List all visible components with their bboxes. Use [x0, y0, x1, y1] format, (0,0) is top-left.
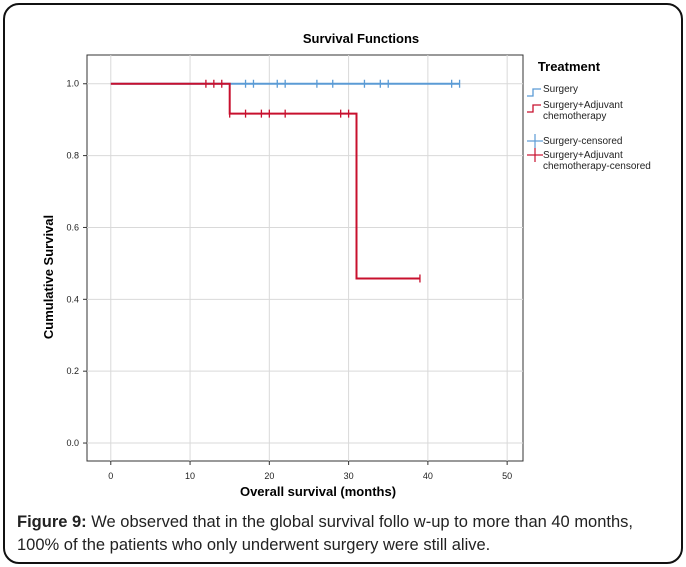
- chart-title: Survival Functions: [303, 31, 419, 46]
- x-tick-label: 10: [185, 471, 195, 481]
- y-axis-label: Cumulative Survival: [41, 215, 56, 339]
- survival-chart: Survival Functions Cumulative Survival O…: [41, 31, 651, 499]
- plot-frame: [86, 54, 524, 462]
- y-tick-label: 0.6: [66, 222, 79, 232]
- chart-panel: Survival Functions Cumulative Survival O…: [19, 19, 667, 499]
- legend-label: Surgery+Adjuvant: [543, 100, 623, 111]
- figure-caption: Figure 9: We observed that in the global…: [17, 511, 667, 557]
- x-tick-label: 50: [502, 471, 512, 481]
- legend-label: Surgery: [543, 84, 578, 95]
- legend: SurgerySurgery+AdjuvantchemotherapySurge…: [527, 84, 651, 172]
- x-tick-label: 20: [264, 471, 274, 481]
- censor-markers: [205, 79, 461, 283]
- legend-line-swatch: [527, 88, 541, 97]
- legend-label: Surgery+Adjuvant: [543, 150, 623, 161]
- x-tick-label: 40: [423, 471, 433, 481]
- x-tick-label: 30: [344, 471, 354, 481]
- caption-label: Figure 9:: [17, 513, 87, 531]
- axis-ticks: 0 10 20 30 40 50 0.0 0.2 0.4 0.6 0.8 1.0: [66, 79, 512, 481]
- figure-frame: Survival Functions Cumulative Survival O…: [3, 3, 683, 564]
- y-tick-label: 1.0: [66, 79, 79, 89]
- series-line-surgery-adjuvant: [110, 82, 420, 280]
- legend-label: chemotherapy-censored: [543, 161, 651, 172]
- caption-text: We observed that in the global survival …: [17, 513, 634, 554]
- y-tick-label: 0.8: [66, 151, 79, 161]
- legend-line-swatch: [527, 104, 541, 113]
- legend-label: Surgery-censored: [543, 136, 622, 147]
- legend-title: Treatment: [538, 59, 601, 74]
- y-tick-label: 0.4: [66, 294, 79, 304]
- y-tick-label: 0.2: [66, 366, 79, 376]
- x-tick-label: 0: [108, 471, 113, 481]
- legend-label: chemotherapy: [543, 111, 606, 122]
- y-tick-label: 0.0: [66, 438, 79, 448]
- grid-lines: [86, 54, 524, 462]
- x-axis-label: Overall survival (months): [240, 484, 396, 499]
